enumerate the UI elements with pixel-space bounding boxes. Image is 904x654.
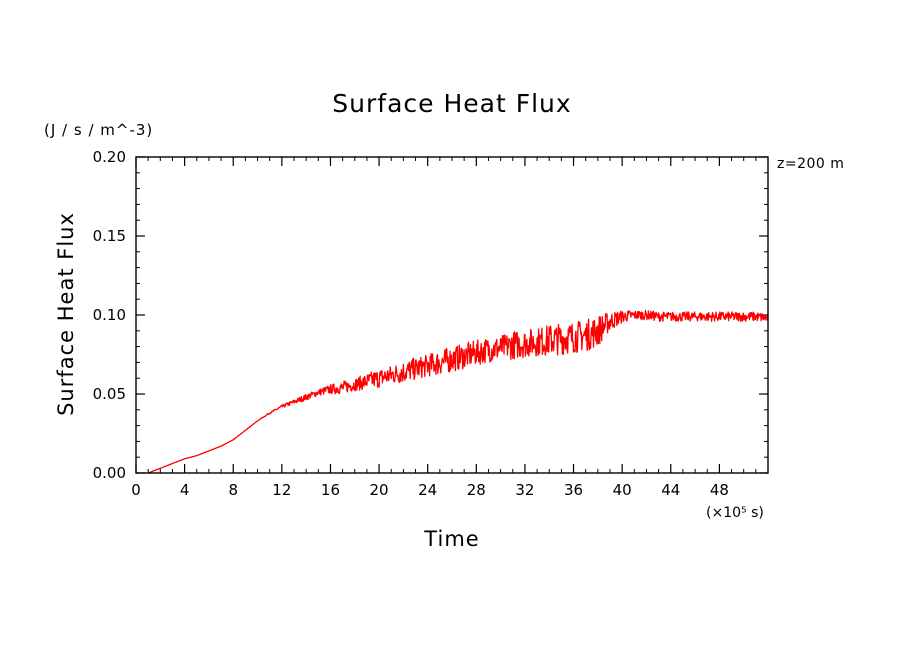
x-tick-label: 4 xyxy=(180,481,190,499)
y-tick-label: 0.20 xyxy=(93,148,126,166)
x-axis-label: Time xyxy=(423,527,479,551)
x-tick-label: 40 xyxy=(613,481,632,499)
x-scale-note: (×10⁵ s) xyxy=(706,505,764,521)
x-tick-label: 12 xyxy=(272,481,291,499)
x-tick-label: 0 xyxy=(131,481,141,499)
x-tick-label: 32 xyxy=(515,481,534,499)
x-tick-label: 28 xyxy=(467,481,486,499)
series-line-0 xyxy=(147,309,769,474)
plot-frame xyxy=(135,156,769,474)
y-tick-label: 0.10 xyxy=(93,306,126,324)
y-tick-label: 0.05 xyxy=(93,385,126,403)
x-tick-label: 16 xyxy=(321,481,340,499)
y-tick-label: 0.15 xyxy=(93,227,126,245)
y-tick-label: 0.00 xyxy=(93,464,126,482)
chart-title: Surface Heat Flux xyxy=(332,89,571,118)
x-tick-label: 20 xyxy=(370,481,389,499)
series-layer xyxy=(147,309,769,474)
y-tick-labels: 0.00 0.05 0.10 0.15 0.20 xyxy=(93,148,126,482)
z-annotation: z=200 m xyxy=(777,156,844,172)
x-tick-label: 24 xyxy=(418,481,437,499)
x-tick-label: 36 xyxy=(564,481,583,499)
x-tick-label: 48 xyxy=(710,481,729,499)
x-tick-label: 8 xyxy=(228,481,238,499)
y-axis-label: Surface Heat Flux xyxy=(54,212,78,416)
y-unit-label: (J / s / m^-3) xyxy=(44,121,153,139)
x-tick-labels: 0 4 8 12 16 20 24 28 32 36 40 44 48 xyxy=(131,481,729,499)
x-tick-label: 44 xyxy=(661,481,680,499)
